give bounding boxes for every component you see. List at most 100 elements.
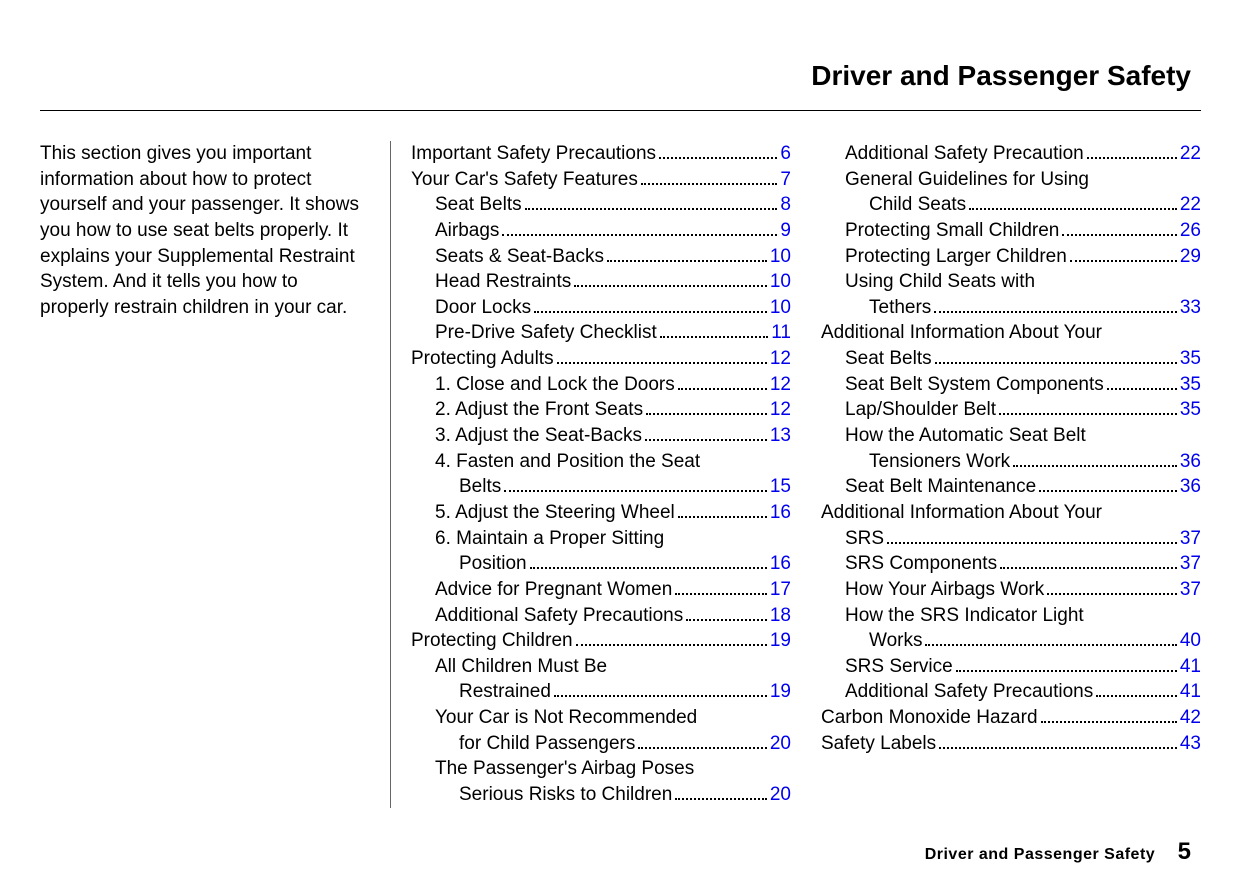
toc-leader-dots: [675, 798, 767, 800]
toc-label: 4. Fasten and Position the Seat: [435, 449, 791, 475]
toc-label: Head Restraints: [435, 269, 571, 295]
toc-page-link[interactable]: 41: [1180, 679, 1201, 705]
toc-entry: How the SRS Indicator LightWorks40: [821, 603, 1201, 654]
toc-page-link[interactable]: 37: [1180, 551, 1201, 577]
toc-page-link[interactable]: 19: [770, 679, 791, 705]
toc-label: How the SRS Indicator Light: [845, 603, 1201, 629]
toc-page-link[interactable]: 16: [770, 551, 791, 577]
toc-page-link[interactable]: 20: [770, 731, 791, 757]
toc-page-link[interactable]: 9: [780, 218, 791, 244]
toc-label: How Your Airbags Work: [845, 577, 1044, 603]
toc-page-link[interactable]: 20: [770, 782, 791, 808]
toc-leader-dots: [504, 490, 767, 492]
toc-page-link[interactable]: 35: [1180, 346, 1201, 372]
toc-page-link[interactable]: 19: [770, 628, 791, 654]
toc-leader-dots: [934, 311, 1177, 313]
toc-entry: Seat Belts 8: [411, 192, 791, 218]
toc-leader-dots: [935, 362, 1177, 364]
toc-label: Additional Safety Precautions: [845, 679, 1093, 705]
toc-label: Your Car is Not Recommended: [435, 705, 791, 731]
toc-page-link[interactable]: 13: [770, 423, 791, 449]
toc-entry: Protecting Adults 12: [411, 346, 791, 372]
toc-page-link[interactable]: 37: [1180, 577, 1201, 603]
toc-leader-dots: [502, 234, 777, 236]
toc-label: Pre-Drive Safety Checklist: [435, 320, 657, 346]
toc-label: Using Child Seats with: [845, 269, 1201, 295]
toc-entry: Door Locks10: [411, 295, 791, 321]
toc-label: Your Car's Safety Features: [411, 167, 638, 193]
toc-label: Protecting Small Children: [845, 218, 1059, 244]
toc-page-link[interactable]: 15: [770, 474, 791, 500]
toc-label: Protecting Adults: [411, 346, 554, 372]
toc-entry: Additional Information About YourSRS37: [821, 500, 1201, 551]
toc-leader-dots: [641, 183, 778, 185]
toc-label-cont: Restrained: [459, 679, 551, 705]
toc-page-link[interactable]: 18: [770, 603, 791, 629]
toc-label: Additional Safety Precaution: [845, 141, 1084, 167]
toc-label: Seat Belts: [435, 192, 522, 218]
toc-page-link[interactable]: 43: [1180, 731, 1201, 757]
toc-leader-dots: [659, 157, 777, 159]
toc-page-link[interactable]: 33: [1180, 295, 1201, 321]
toc-label-cont: Position: [459, 551, 527, 577]
toc-label: Additional Information About Your: [821, 500, 1201, 526]
toc-label: Seats & Seat-Backs: [435, 244, 604, 270]
toc-label-cont: Belts: [459, 474, 501, 500]
toc-entry: Additional Safety Precautions 41: [821, 679, 1201, 705]
toc-page-link[interactable]: 35: [1180, 397, 1201, 423]
toc-page-link[interactable]: 26: [1180, 218, 1201, 244]
toc-page-link[interactable]: 8: [780, 192, 791, 218]
toc-page-link[interactable]: 17: [770, 577, 791, 603]
toc-leader-dots: [956, 670, 1177, 672]
toc-leader-dots: [675, 593, 767, 595]
toc-label-cont: Tensioners Work: [869, 449, 1010, 475]
toc-leader-dots: [925, 644, 1176, 646]
toc-page-link[interactable]: 22: [1180, 141, 1201, 167]
toc-page-link[interactable]: 41: [1180, 654, 1201, 680]
toc-label-cont: Tethers: [869, 295, 931, 321]
toc-label: 6. Maintain a Proper Sitting: [435, 526, 791, 552]
toc-label: 5. Adjust the Steering Wheel: [435, 500, 675, 526]
toc-entry: Seat Belt Maintenance36: [821, 474, 1201, 500]
toc-entry: All Children Must BeRestrained 19: [411, 654, 791, 705]
toc: Important Safety Precautions6Your Car's …: [390, 141, 1201, 808]
toc-leader-dots: [1087, 157, 1177, 159]
toc-entry: Advice for Pregnant Women17: [411, 577, 791, 603]
toc-page-link[interactable]: 12: [770, 397, 791, 423]
toc-entry: Lap/Shoulder Belt35: [821, 397, 1201, 423]
toc-page-link[interactable]: 12: [770, 346, 791, 372]
toc-column-1: Important Safety Precautions6Your Car's …: [411, 141, 791, 808]
toc-page-link[interactable]: 35: [1180, 372, 1201, 398]
toc-page-link[interactable]: 36: [1180, 474, 1201, 500]
toc-page-link[interactable]: 11: [771, 320, 791, 346]
toc-entry: Your Car's Safety Features 7: [411, 167, 791, 193]
toc-page-link[interactable]: 22: [1180, 192, 1201, 218]
toc-label: All Children Must Be: [435, 654, 791, 680]
toc-page-link[interactable]: 36: [1180, 449, 1201, 475]
toc-label: Seat Belt System Components: [845, 372, 1104, 398]
toc-page-link[interactable]: 29: [1180, 244, 1201, 270]
toc-page-link[interactable]: 37: [1180, 526, 1201, 552]
toc-entry: Pre-Drive Safety Checklist 11: [411, 320, 791, 346]
toc-entry: Using Child Seats withTethers 33: [821, 269, 1201, 320]
intro-paragraph: This section gives you important informa…: [40, 141, 360, 808]
toc-label: SRS Service: [845, 654, 953, 680]
toc-leader-dots: [678, 516, 767, 518]
toc-label-cont: Child Seats: [869, 192, 966, 218]
toc-leader-dots: [1096, 695, 1177, 697]
toc-page-link[interactable]: 16: [770, 500, 791, 526]
toc-entry: 1. Close and Lock the Doors12: [411, 372, 791, 398]
toc-leader-dots: [939, 747, 1177, 749]
toc-page-link[interactable]: 10: [770, 269, 791, 295]
toc-entry: General Guidelines for UsingChild Seats2…: [821, 167, 1201, 218]
page: Driver and Passenger Safety This section…: [0, 0, 1241, 875]
toc-page-link[interactable]: 42: [1180, 705, 1201, 731]
toc-page-link[interactable]: 12: [770, 372, 791, 398]
toc-page-link[interactable]: 10: [770, 295, 791, 321]
toc-entry: Additional Information About YourSeat Be…: [821, 320, 1201, 371]
toc-page-link[interactable]: 7: [780, 167, 791, 193]
toc-page-link[interactable]: 10: [770, 244, 791, 270]
toc-page-link[interactable]: 6: [780, 141, 791, 167]
toc-label: Safety Labels: [821, 731, 936, 757]
toc-page-link[interactable]: 40: [1180, 628, 1201, 654]
